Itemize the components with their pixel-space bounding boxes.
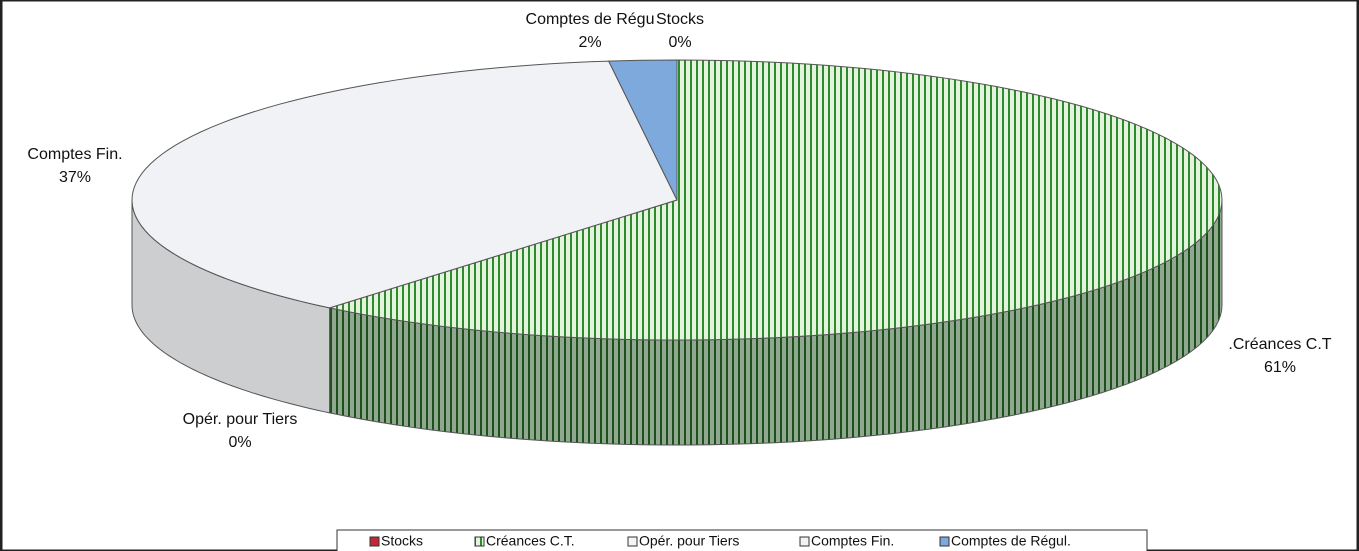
slice bbox=[607, 59, 678, 201]
data-label-value: 61% bbox=[1264, 359, 1296, 376]
legend-swatch bbox=[474, 536, 485, 547]
data-label-value: 0% bbox=[228, 434, 251, 451]
legend-label: Créances C.T. bbox=[486, 533, 575, 549]
legend-swatch bbox=[939, 536, 950, 547]
legend-label: Comptes de Régul. bbox=[951, 533, 1071, 549]
data-label-value: 37% bbox=[59, 169, 91, 186]
data-label-value: 0% bbox=[668, 34, 691, 51]
legend-swatch bbox=[369, 536, 380, 547]
data-label-name: Comptes Fin. bbox=[27, 146, 122, 163]
legend-swatch bbox=[799, 536, 810, 547]
data-labels: Stocks 0% .Créances C.T 61% Opér. pour Tiers… bbox=[27, 11, 1331, 451]
legend-label: Opér. pour Tiers bbox=[639, 533, 739, 549]
data-label-name: Comptes de Régu bbox=[526, 11, 655, 28]
legend: Stocks Créances C.T. Opér. pour Tiers Compt… bbox=[369, 533, 1071, 549]
data-label-name: Stocks bbox=[656, 11, 704, 28]
slice bbox=[131, 60, 678, 309]
data-label-value: 2% bbox=[578, 34, 601, 51]
legend-label: Comptes Fin. bbox=[811, 533, 894, 549]
data-label-name: .Créances C.T bbox=[1228, 336, 1331, 353]
legend-swatch bbox=[627, 536, 638, 547]
slice bbox=[329, 59, 1223, 341]
pie bbox=[131, 59, 1223, 446]
data-label-name: Opér. pour Tiers bbox=[183, 411, 298, 428]
legend-label: Stocks bbox=[381, 533, 423, 549]
